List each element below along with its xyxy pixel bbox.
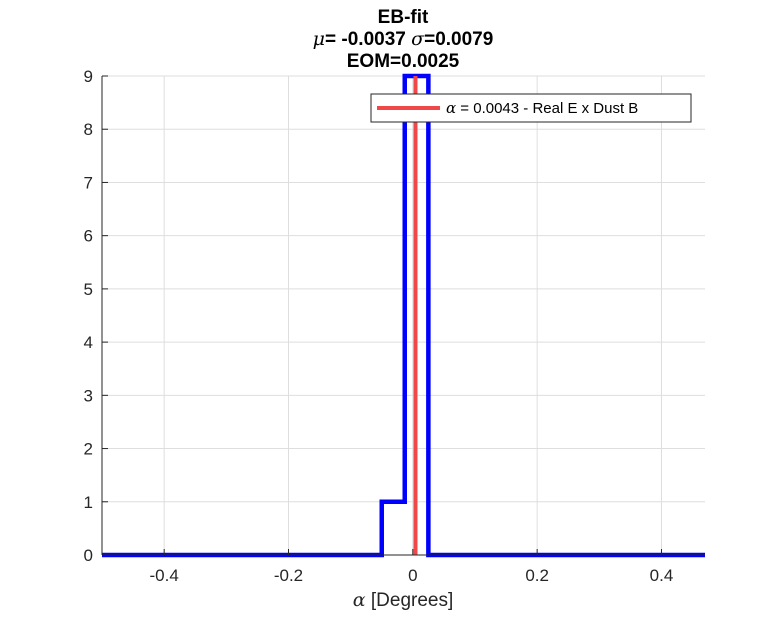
y-tick-label: 9 — [84, 67, 93, 86]
legend: α = 0.0043 - Real E x Dust B — [370, 93, 692, 123]
y-tick-label: 4 — [84, 333, 93, 352]
title-mu-symbol: μ — [313, 28, 325, 50]
legend-alpha-symbol: α — [446, 99, 456, 117]
y-tick-label: 6 — [84, 227, 93, 246]
histogram-series — [102, 73, 705, 558]
title-mu-value: = -0.0037 — [325, 29, 406, 50]
title-sigma-symbol: σ — [411, 28, 425, 50]
y-tick-label: 0 — [84, 546, 93, 565]
x-tick-label: 0 — [408, 566, 417, 585]
title-line-3: EOM=0.0025 — [347, 51, 460, 72]
y-tick-label: 1 — [84, 493, 93, 512]
y-tick-label: 8 — [84, 120, 93, 139]
x-tick-label: 0.2 — [525, 566, 549, 585]
plot-area: -0.4 -0.2 0 0.2 0.4 0 1 2 3 4 5 6 7 8 9 — [84, 67, 705, 585]
chart-title: EB-fit μ= -0.0037 σ=0.0079 EOM=0.0025 — [313, 7, 494, 72]
x-tick-label: -0.2 — [274, 566, 303, 585]
title-line-1: EB-fit — [378, 7, 429, 28]
histogram-outline — [102, 73, 705, 558]
x-axis-label-text: [Degrees] — [366, 590, 454, 611]
legend-entry: α = 0.0043 - Real E x Dust B — [446, 99, 638, 117]
y-tick-label: 3 — [84, 386, 93, 405]
legend-entry-text: = 0.0043 - Real E x Dust B — [456, 100, 638, 117]
x-axis-label: α [Degrees] — [353, 589, 454, 611]
x-tick-label: -0.4 — [150, 566, 179, 585]
axes-frame — [101, 76, 705, 556]
y-axis-ticks: 0 1 2 3 4 5 6 7 8 9 — [84, 67, 108, 565]
title-sigma-value: =0.0079 — [424, 29, 493, 50]
y-tick-label: 2 — [84, 440, 93, 459]
y-tick-label: 5 — [84, 280, 93, 299]
title-line-2: μ= -0.0037 σ=0.0079 — [313, 28, 494, 50]
x-axis-label-symbol: α — [353, 589, 366, 611]
y-tick-label: 7 — [84, 173, 93, 192]
x-axis-ticks: -0.4 -0.2 0 0.2 0.4 — [150, 549, 674, 585]
x-tick-label: 0.4 — [650, 566, 674, 585]
